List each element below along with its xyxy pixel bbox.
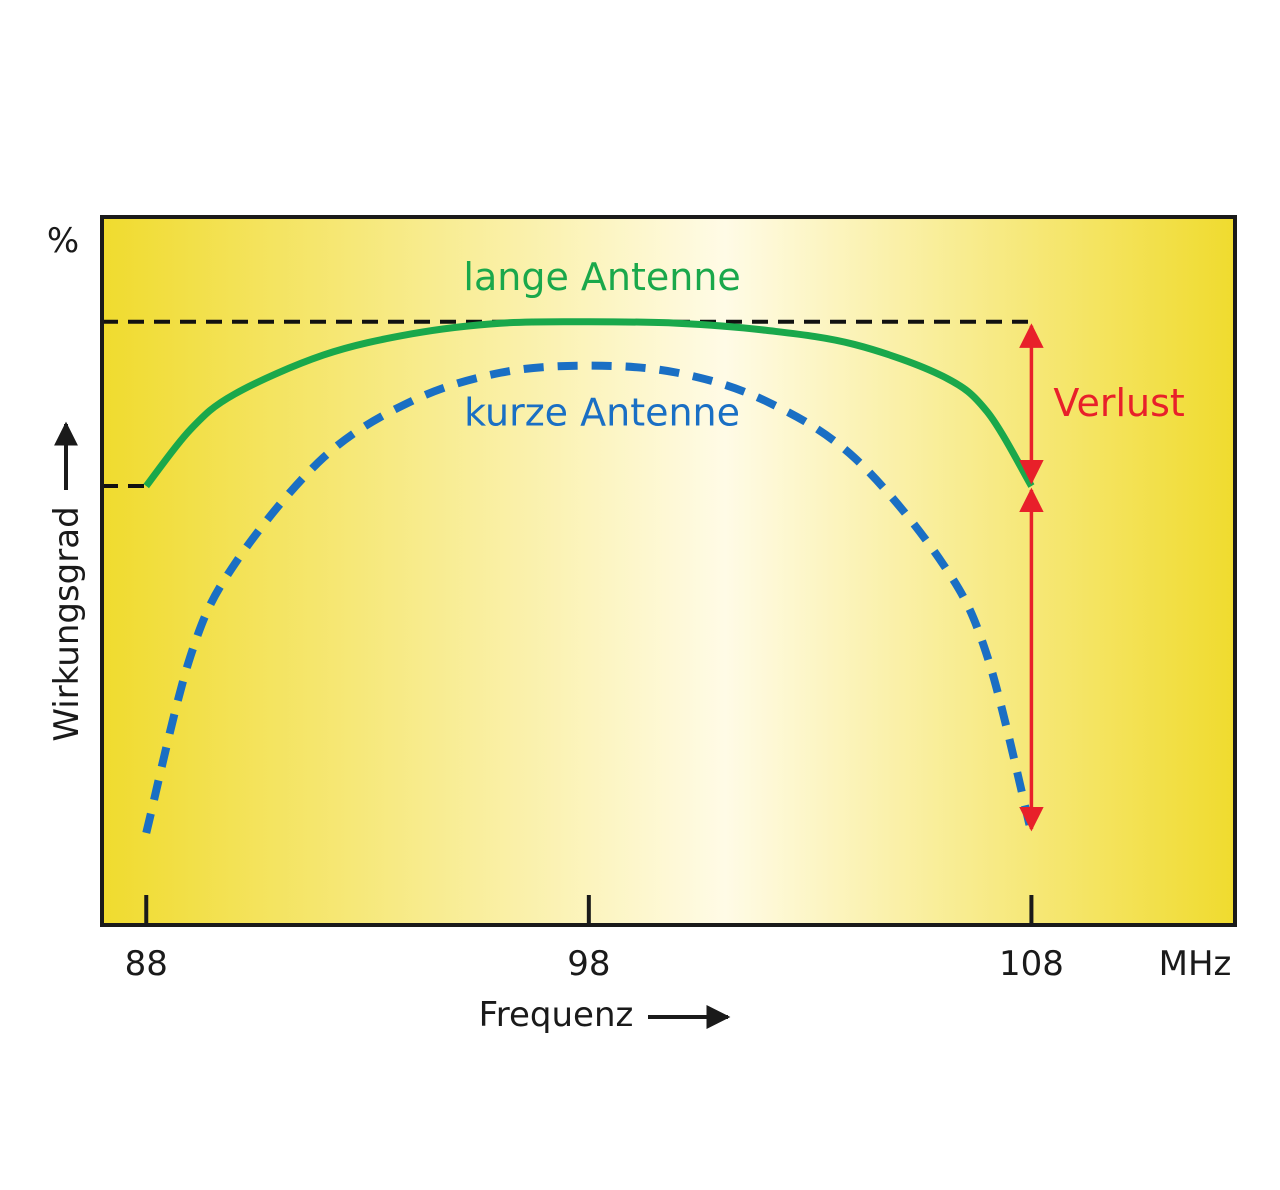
plot-frame <box>100 215 1237 927</box>
x-tick-label-98: 98 <box>567 944 610 984</box>
y-axis-label: Wirkungsgrad <box>47 506 87 741</box>
x-axis-label: Frequenz <box>479 995 634 1035</box>
annotation-label-verlust: Verlust <box>1053 381 1184 425</box>
x-unit-label: MHz <box>1159 944 1232 984</box>
reference-lines <box>102 319 1032 489</box>
x-ticks: 88 98 108 <box>125 895 1064 984</box>
series-layer: lange Antenne kurze Antenne <box>142 255 1036 834</box>
plot-background <box>102 217 1235 925</box>
annotation-layer: Verlust <box>1019 323 1185 832</box>
x-tick-label-88: 88 <box>125 944 168 984</box>
series-line-lange-antenne <box>143 318 1035 489</box>
x-tick-label-108: 108 <box>999 944 1064 984</box>
y-unit-label: % <box>47 221 79 261</box>
series-label-kurze-antenne: kurze Antenne <box>464 391 740 435</box>
series-label-lange-antenne: lange Antenne <box>463 255 740 299</box>
